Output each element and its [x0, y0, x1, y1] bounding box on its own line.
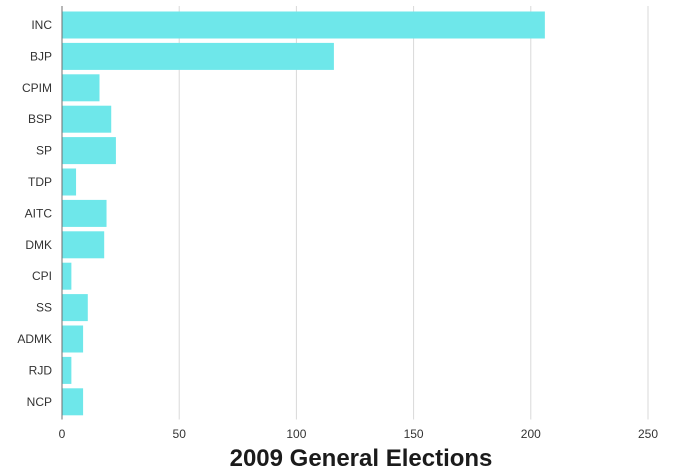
bar-dmk — [62, 231, 105, 259]
bar-inc — [62, 11, 545, 39]
bar-bjp — [62, 42, 334, 70]
category-label: TDP — [28, 175, 52, 189]
bar-rjd — [62, 356, 72, 384]
x-tick-label: 0 — [59, 427, 66, 441]
category-label: AITC — [25, 206, 53, 220]
category-label: CPI — [32, 269, 52, 283]
bars — [62, 11, 545, 416]
bar-ncp — [62, 388, 84, 416]
category-label: SS — [36, 301, 52, 315]
x-tick-label: 250 — [638, 427, 658, 441]
bar-bsp — [62, 105, 112, 133]
bar-aitc — [62, 199, 107, 227]
x-tick-label: 50 — [173, 427, 187, 441]
x-tick-label: 100 — [286, 427, 306, 441]
category-label: ADMK — [17, 332, 52, 346]
category-label: SP — [36, 144, 52, 158]
category-label: CPIM — [22, 81, 52, 95]
gridlines — [178, 6, 649, 420]
x-tick-label: 200 — [521, 427, 541, 441]
bar-sp — [62, 137, 116, 165]
bar-cpim — [62, 74, 100, 102]
x-tick-labels: 0 50 100 150 200 250 — [59, 427, 659, 441]
x-tick-label: 150 — [404, 427, 424, 441]
category-label: BJP — [30, 49, 52, 63]
category-label: BSP — [28, 112, 52, 126]
bar-admk — [62, 325, 84, 353]
category-label: DMK — [25, 238, 52, 252]
bar-tdp — [62, 168, 77, 196]
bar-cpi — [62, 262, 72, 290]
category-label: NCP — [27, 395, 52, 409]
category-labels: INC BJP CPIM BSP SP TDP AITC DMK CPI SS ADMK RJD NCP — [17, 18, 52, 409]
category-label: INC — [31, 18, 52, 32]
bar-ss — [62, 294, 88, 322]
chart-title: 2009 General Elections — [230, 445, 493, 472]
category-label: RJD — [29, 363, 53, 377]
